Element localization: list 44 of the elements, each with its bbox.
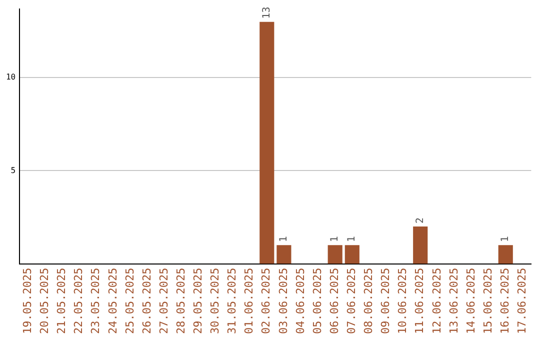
x-tick-label: 02.06.2025 <box>260 268 273 334</box>
data-label: 1 <box>346 236 358 242</box>
x-tick-label: 20.05.2025 <box>38 268 52 334</box>
x-tick-label: 22.05.2025 <box>72 268 86 334</box>
bar <box>413 226 428 264</box>
x-tick-label: 30.05.2025 <box>208 268 222 334</box>
x-tick-label: 19.05.2025 <box>21 268 34 334</box>
data-label: 1 <box>278 236 290 242</box>
x-tick-label: 15.06.2025 <box>481 268 494 334</box>
data-label: 2 <box>414 218 426 224</box>
bar <box>328 245 342 264</box>
x-tick-label: 25.05.2025 <box>123 268 136 334</box>
bar <box>344 245 360 264</box>
x-tick-label: 16.06.2025 <box>498 268 512 334</box>
x-tick-label: 03.06.2025 <box>276 268 290 334</box>
bar <box>498 245 513 264</box>
x-tick-label: 12.06.2025 <box>430 268 444 334</box>
x-tick-label: 05.06.2025 <box>310 268 324 334</box>
x-tick-label: 27.05.2025 <box>157 268 170 334</box>
data-label: 1 <box>330 236 341 242</box>
x-tick-label: 28.05.2025 <box>174 268 188 334</box>
x-tick-label: 24.05.2025 <box>106 268 120 334</box>
x-tick-label: 06.06.2025 <box>328 268 341 334</box>
x-tick-label: 21.05.2025 <box>55 268 68 334</box>
y-tick-label: 10 <box>6 72 16 82</box>
data-label: 1 <box>500 236 512 242</box>
data-label: 13 <box>261 6 272 19</box>
x-tick-label: 11.06.2025 <box>413 268 426 334</box>
x-tick-label: 04.06.2025 <box>294 268 307 334</box>
x-tick-label: 09.06.2025 <box>379 268 392 334</box>
y-tick-label: 5 <box>10 166 16 175</box>
x-tick-label: 01.06.2025 <box>242 268 256 334</box>
x-tick-label: 31.05.2025 <box>226 268 239 334</box>
bar <box>260 22 274 264</box>
x-tick-label: 10.06.2025 <box>396 268 410 334</box>
x-tick-label: 29.05.2025 <box>192 268 205 334</box>
x-tick-label: 07.06.2025 <box>345 268 358 334</box>
x-tick-label: 13.06.2025 <box>447 268 460 334</box>
x-tick-label: 14.06.2025 <box>464 268 478 334</box>
x-tick-label: 17.06.2025 <box>516 268 529 334</box>
x-tick-label: 08.06.2025 <box>362 268 376 334</box>
x-tick-label: 26.05.2025 <box>140 268 154 334</box>
bar <box>276 245 292 264</box>
x-tick-label: 23.05.2025 <box>89 268 102 334</box>
